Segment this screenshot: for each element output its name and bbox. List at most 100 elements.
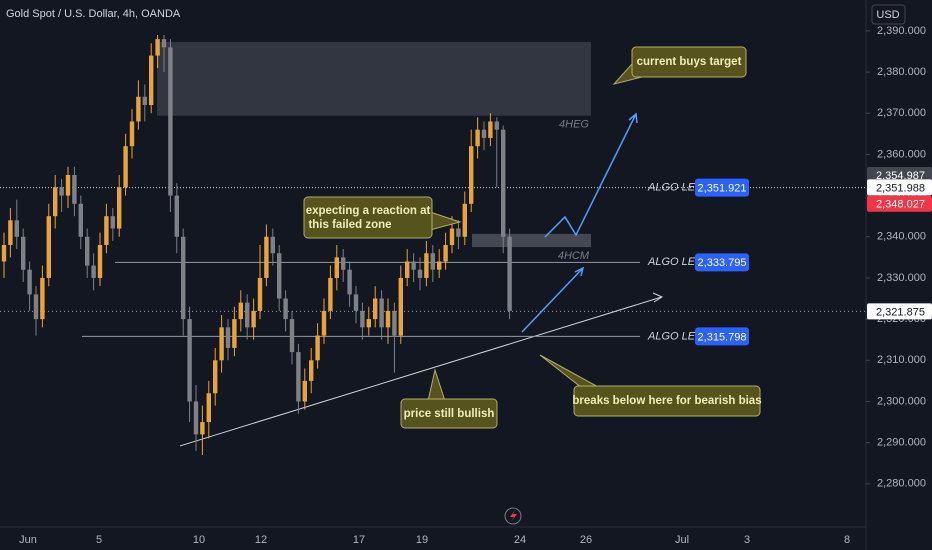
candle-body xyxy=(59,187,64,196)
currency-box[interactable] xyxy=(871,4,906,25)
zone-label: 4HCM xyxy=(558,250,590,262)
candle-body xyxy=(264,236,269,278)
candle-body xyxy=(213,360,218,394)
callout-text: expecting a reaction at xyxy=(306,205,431,217)
candle-body xyxy=(257,277,263,311)
candle-body xyxy=(33,294,39,320)
callout-text: breaks below here for bearish bias xyxy=(572,395,761,407)
candle-body xyxy=(270,236,275,254)
arrow-head xyxy=(574,266,585,277)
zone-label: 4HEG xyxy=(559,119,589,131)
x-tick-label: 26 xyxy=(580,534,592,546)
candle-body xyxy=(437,261,442,270)
candle-body xyxy=(46,216,51,278)
x-tick-label: Jul xyxy=(675,534,689,546)
x-tick-label: 8 xyxy=(844,534,850,546)
candle-body xyxy=(283,298,288,320)
candle-body xyxy=(462,203,467,237)
x-tick-label: 10 xyxy=(193,534,205,546)
x-tick-label: Jun xyxy=(19,534,37,546)
zone xyxy=(472,233,591,248)
candle-body xyxy=(168,47,173,196)
candles xyxy=(1,35,512,455)
x-tick-label: 17 xyxy=(353,534,365,546)
price-tag xyxy=(867,167,932,184)
candle-body xyxy=(379,298,384,328)
lightning-icon[interactable] xyxy=(504,507,522,525)
candle-body xyxy=(475,129,480,147)
candle-body xyxy=(417,269,423,278)
candle-body xyxy=(174,195,179,237)
candle-body xyxy=(110,216,115,229)
candle-body xyxy=(245,302,250,328)
candle-body xyxy=(424,253,429,278)
candle-body xyxy=(385,310,391,328)
callout-text: current buys target xyxy=(637,56,742,68)
y-tick-label: 2,290.000 xyxy=(877,437,926,449)
candle-body xyxy=(360,310,365,328)
arrow-head xyxy=(652,292,664,303)
candle-body xyxy=(8,220,13,245)
price-tag-label: 2,351.988 xyxy=(876,182,925,194)
candle-body xyxy=(494,121,499,130)
price-tag-label: 2,354.987 xyxy=(876,170,925,182)
candle-body xyxy=(334,257,339,278)
x-tick-label: 3 xyxy=(744,534,750,546)
candle-body xyxy=(155,39,160,56)
candle-body xyxy=(392,310,397,336)
x-tick-label: 12 xyxy=(255,534,267,546)
axes: 2,280.000 2,290.000 2,300.000 2,310.000 2,32… xyxy=(19,25,932,546)
x-tick-label: 24 xyxy=(514,534,526,546)
price-tag-label: 2,321.875 xyxy=(876,306,925,318)
zone xyxy=(157,42,591,116)
price-tag-label: 2,348.027 xyxy=(876,199,925,211)
y-tick-label: 2,370.000 xyxy=(877,107,926,119)
candle-body xyxy=(469,146,474,204)
overlays: current buys target expecting a reaction… xyxy=(303,46,762,525)
candle-body xyxy=(430,253,435,270)
candle-body xyxy=(315,335,320,361)
candle-body xyxy=(481,129,487,138)
lightning-bolt xyxy=(510,510,517,522)
candle-body xyxy=(456,228,461,237)
candle-body xyxy=(309,360,314,381)
candle-body xyxy=(366,319,371,328)
candle-body xyxy=(65,175,71,196)
candle-body xyxy=(219,327,224,361)
candle-body xyxy=(373,298,378,320)
callout xyxy=(303,196,433,239)
callout xyxy=(400,398,498,429)
price-tag xyxy=(867,179,932,196)
candle-body xyxy=(1,245,7,262)
candle-body xyxy=(72,175,77,204)
candle-body xyxy=(40,277,45,320)
level-value: 2,333.795 xyxy=(698,257,747,269)
candle-body xyxy=(181,236,186,320)
callout xyxy=(631,46,747,78)
candle-body xyxy=(117,187,122,229)
candle-body xyxy=(136,96,141,122)
candle-body xyxy=(302,380,307,402)
arrow-head xyxy=(628,112,638,124)
candle-body xyxy=(14,220,19,237)
candle-body xyxy=(398,277,403,336)
callout-text: this failed zone xyxy=(308,219,391,231)
y-tick-label: 2,280.000 xyxy=(877,478,926,490)
candle-body xyxy=(238,302,243,320)
candle-body xyxy=(488,121,493,138)
y-tick-label: 2,300.000 xyxy=(877,395,926,407)
projection-arrow xyxy=(544,113,637,238)
x-tick-label: 19 xyxy=(416,534,428,546)
candle-body xyxy=(443,245,448,262)
candle-body xyxy=(353,294,359,311)
level-value: 2,315.798 xyxy=(698,331,747,343)
currency: USD xyxy=(876,9,899,21)
candle-body xyxy=(277,253,282,299)
candle-body xyxy=(200,422,205,435)
y-tick-label: 2,360.000 xyxy=(877,148,926,160)
y-tick-label: 2,330.000 xyxy=(877,272,926,284)
price-tag xyxy=(867,195,932,212)
candle-body xyxy=(232,319,237,348)
